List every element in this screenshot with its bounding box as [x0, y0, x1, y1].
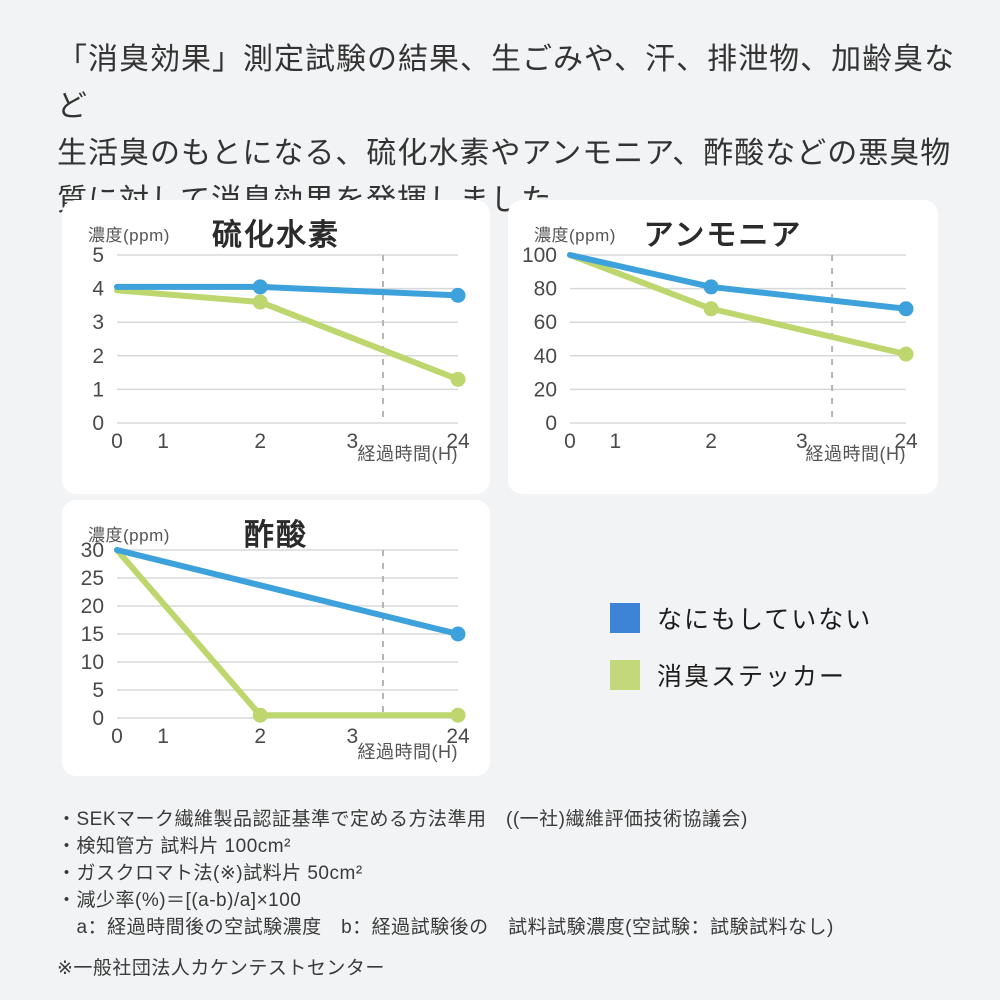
svg-text:0: 0	[92, 707, 104, 730]
x-axis-label: 経過時間(H)	[805, 444, 906, 464]
header-line-2: 生活臭のもとになる、硫化水素やアンモニア、酢酸などの悪臭物	[57, 137, 952, 170]
svg-text:80: 80	[534, 278, 557, 301]
legend-label-untreated: なにもしていない	[657, 606, 873, 634]
svg-text:2: 2	[254, 430, 266, 453]
footnote-line-2: ・検知管方 試料片 100cm²	[57, 836, 291, 857]
svg-text:2: 2	[92, 345, 104, 368]
legend-item-untreated: なにもしていない	[610, 600, 872, 636]
svg-text:2: 2	[254, 725, 266, 748]
svg-text:60: 60	[534, 311, 557, 334]
svg-text:3: 3	[346, 430, 358, 453]
svg-text:1: 1	[92, 378, 104, 401]
svg-text:25: 25	[81, 567, 104, 590]
footnote-line-1: ・SEKマーク繊維製品認証基準で定める方法準用 ((一社)繊維評価技術協議会)	[57, 809, 748, 830]
svg-text:24: 24	[894, 430, 918, 453]
chart-title: アンモニア	[643, 219, 803, 252]
x-axis-label: 経過時間(H)	[357, 444, 458, 464]
ammonia-line-plot: 0 20 40 60 80 100 0 1 2 3 24	[522, 244, 918, 453]
svg-text:10: 10	[81, 651, 104, 674]
svg-text:24: 24	[446, 725, 470, 748]
svg-text:3: 3	[92, 311, 104, 334]
svg-text:0: 0	[111, 725, 123, 748]
footnotes: ・SEKマーク繊維製品認証基準で定める方法準用 ((一社)繊維評価技術協議会) …	[57, 806, 834, 982]
chart-card-ammonia: 0 20 40 60 80 100 0 1 2 3 24 濃度(ppm) アンモニア 経過時間(H)	[508, 200, 938, 494]
svg-text:5: 5	[92, 244, 104, 267]
svg-text:20: 20	[81, 595, 104, 618]
legend: なにもしていない 消臭ステッカー	[610, 600, 872, 714]
svg-text:0: 0	[111, 430, 123, 453]
svg-text:3: 3	[796, 430, 808, 453]
svg-text:24: 24	[446, 430, 470, 453]
svg-text:2: 2	[705, 430, 717, 453]
svg-text:0: 0	[564, 430, 576, 453]
y-axis-label: 濃度(ppm)	[534, 226, 616, 245]
svg-text:15: 15	[81, 623, 104, 646]
svg-text:1: 1	[157, 725, 169, 748]
svg-text:1: 1	[157, 430, 169, 453]
svg-text:0: 0	[92, 412, 104, 435]
svg-text:30: 30	[81, 539, 104, 562]
legend-swatch-blue	[610, 603, 640, 633]
svg-text:4: 4	[92, 278, 104, 301]
footnote-line-3: ・ガスクロマト法(※)試料片 50cm²	[57, 863, 363, 884]
header-line-1: 「消臭効果」測定試験の結果、生ごみや、汗、排泄物、加齢臭など	[57, 43, 956, 123]
footnote-line-4: ・減少率(%)＝[(a-b)/a]×100	[57, 890, 302, 911]
header-paragraph: 「消臭効果」測定試験の結果、生ごみや、汗、排泄物、加齢臭など 生活臭のもとになる…	[57, 36, 967, 224]
footnote-line-5: a：経過時間後の空試験濃度 b：経過試験後の 試料試験濃度(空試験：試験試料なし…	[57, 917, 834, 938]
svg-text:3: 3	[346, 725, 358, 748]
chart-card-acetic-acid: 0 5 10 15 20 25 30 0 1 2 3 24 濃度(ppm) 酢酸 経過時間(H)	[62, 500, 490, 776]
svg-text:40: 40	[534, 345, 557, 368]
svg-text:100: 100	[522, 244, 557, 267]
svg-text:20: 20	[534, 378, 557, 401]
legend-swatch-green	[610, 660, 640, 690]
hydrogen-sulfide-line-plot: 0 1 2 3 4 5 0 1 2 3 24	[92, 244, 470, 453]
y-axis-label: 濃度(ppm)	[88, 526, 170, 545]
svg-text:1: 1	[610, 430, 622, 453]
chart-card-hydrogen-sulfide: 0 1 2 3 4 5 0 1 2 3 24 濃度(ppm) 硫化水素 経過時間(H)	[62, 200, 490, 494]
svg-text:0: 0	[545, 412, 557, 435]
x-axis-label: 経過時間(H)	[357, 742, 458, 762]
legend-item-deodorant-sticker: 消臭ステッカー	[610, 657, 872, 693]
y-axis-label: 濃度(ppm)	[88, 226, 170, 245]
legend-label-deodorant-sticker: 消臭ステッカー	[657, 663, 847, 691]
chart-title: 硫化水素	[212, 219, 340, 252]
footnote-test-center: ※一般社団法人カケンテストセンター	[57, 958, 385, 979]
svg-text:5: 5	[92, 679, 104, 702]
chart-title: 酢酸	[244, 519, 308, 552]
